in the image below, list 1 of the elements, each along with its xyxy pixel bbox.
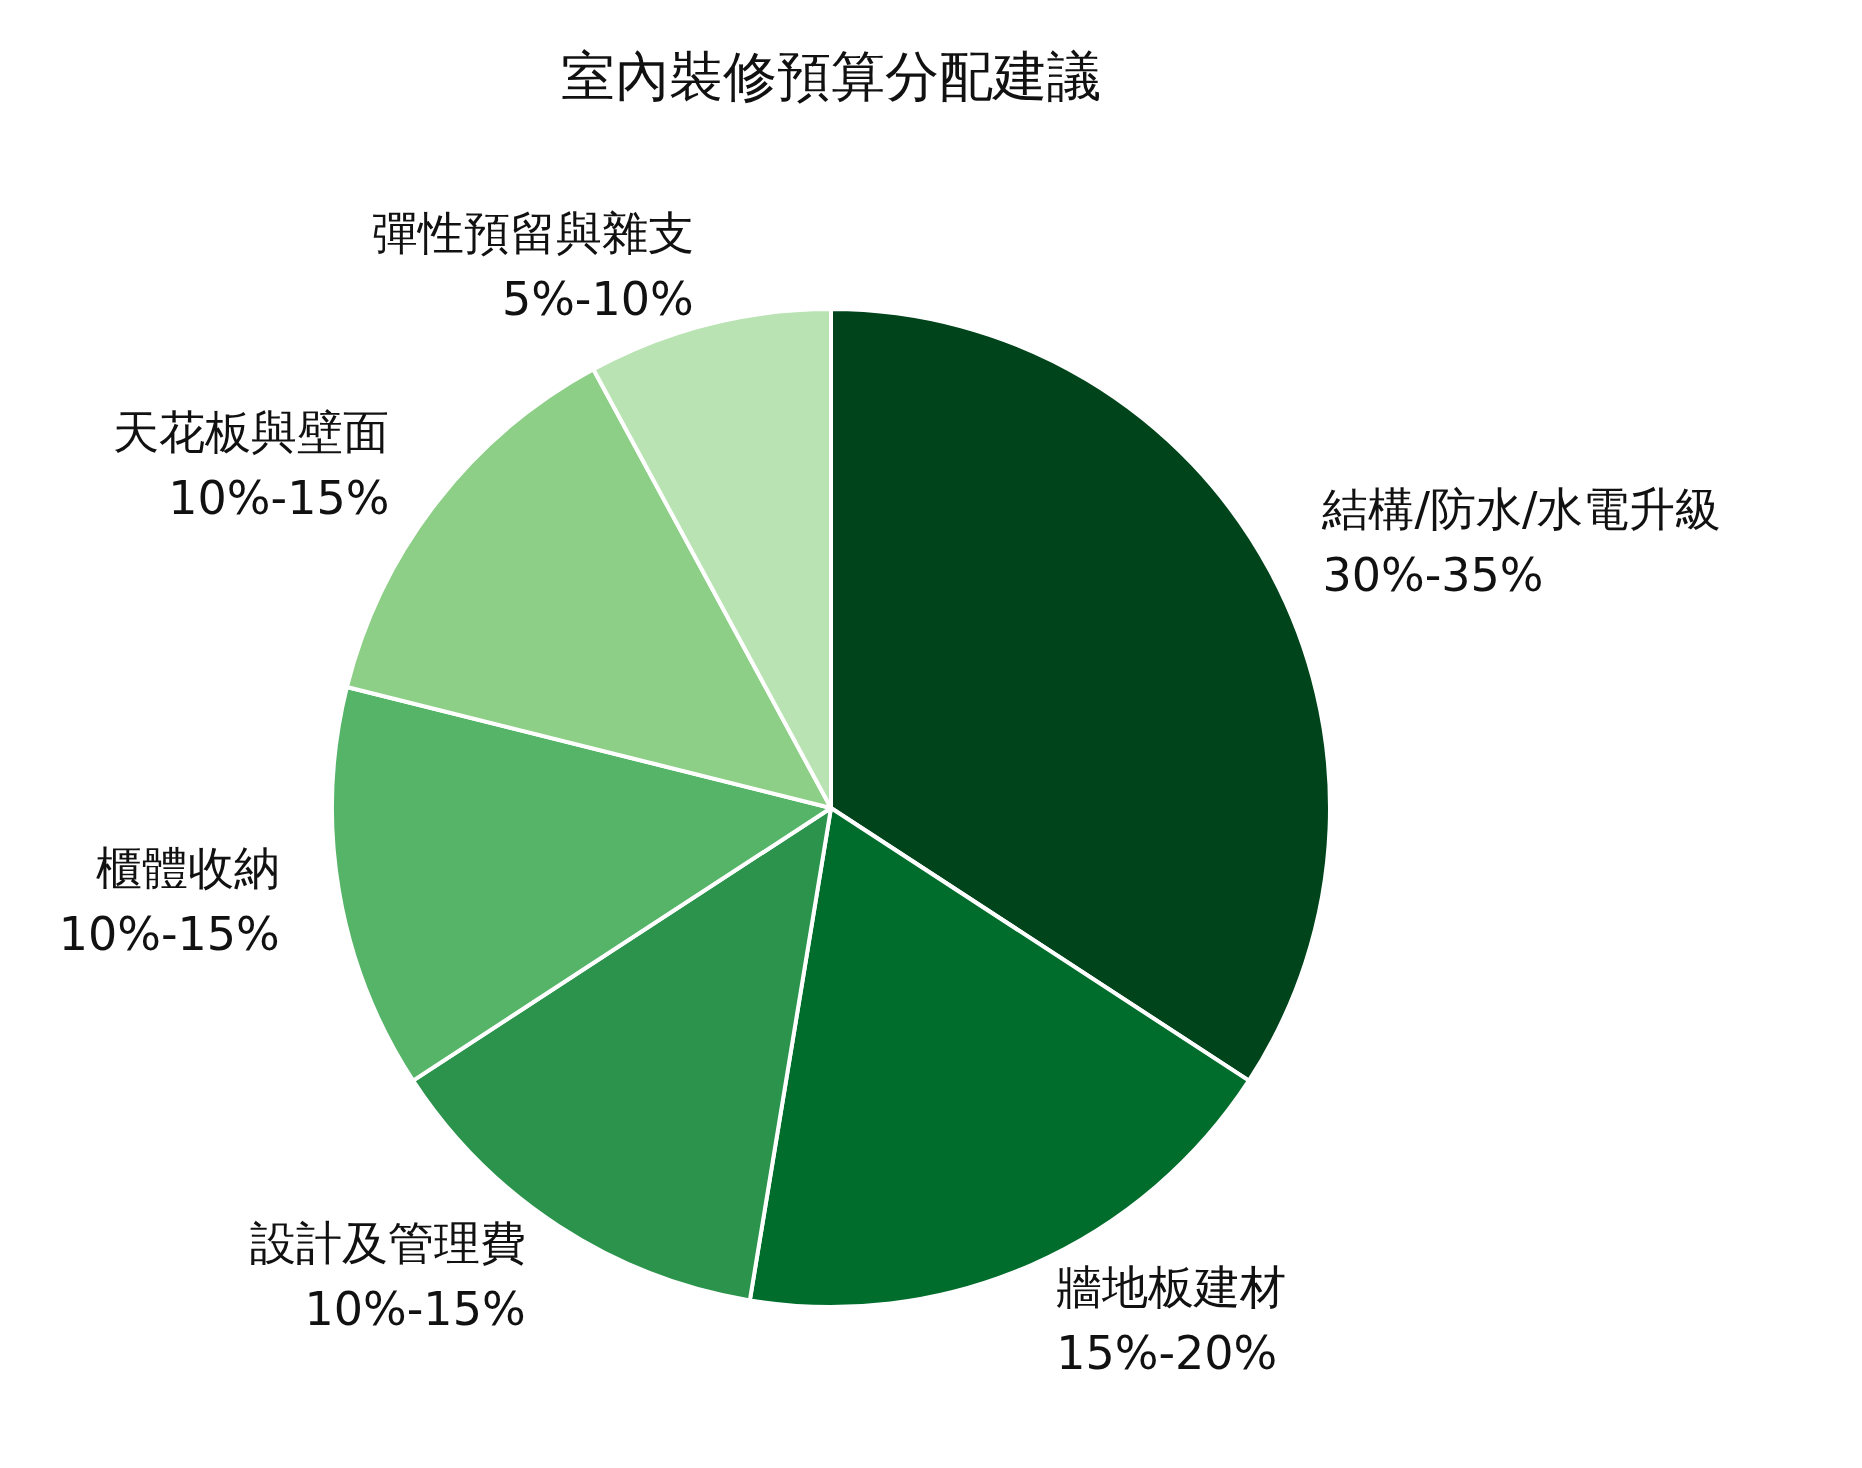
- title: 室內裝修預算分配建議: [561, 45, 1101, 108]
